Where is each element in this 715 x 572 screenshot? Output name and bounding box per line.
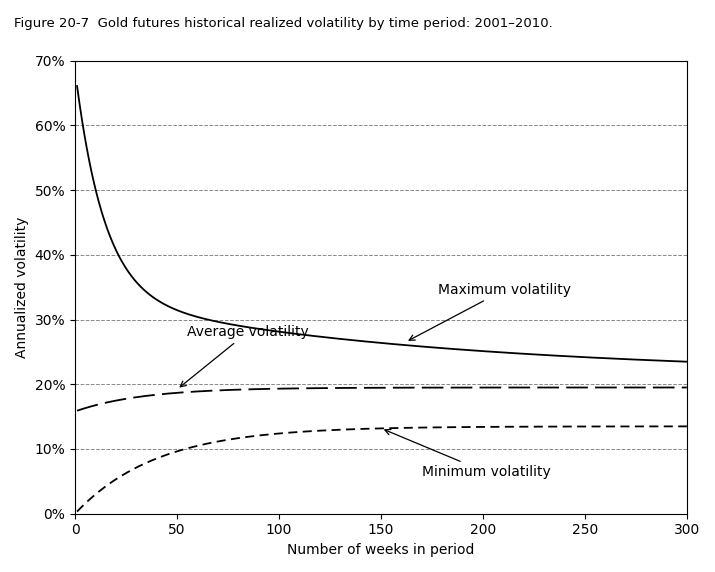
Text: Average volatility: Average volatility <box>180 325 309 387</box>
X-axis label: Number of weeks in period: Number of weeks in period <box>287 543 475 557</box>
Y-axis label: Annualized volatility: Annualized volatility <box>15 216 29 358</box>
Text: Minimum volatility: Minimum volatility <box>385 430 551 479</box>
Text: Maximum volatility: Maximum volatility <box>409 283 571 340</box>
Text: Figure 20-7  Gold futures historical realized volatility by time period: 2001–20: Figure 20-7 Gold futures historical real… <box>14 17 553 30</box>
